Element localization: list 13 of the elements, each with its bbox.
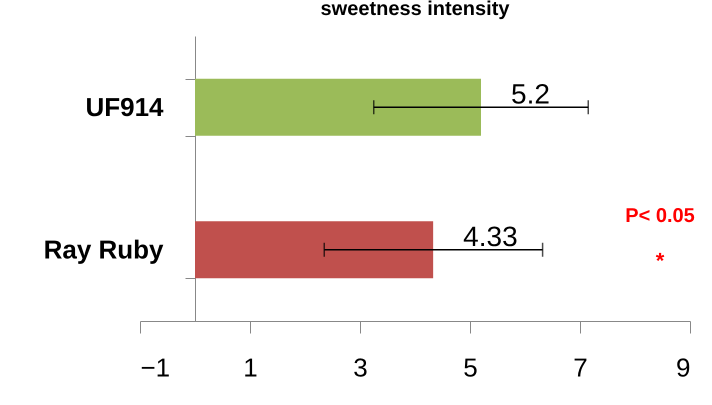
y-tick-label: UF914 bbox=[85, 92, 164, 122]
chart-title: sweetness intensity bbox=[320, 0, 510, 20]
y-tick-label: Ray Ruby bbox=[44, 234, 164, 264]
data-label: 4.33 bbox=[463, 220, 518, 252]
x-tick-label: 1 bbox=[243, 352, 258, 382]
x-tick-label: 7 bbox=[573, 352, 588, 382]
x-tick-label: 5 bbox=[463, 352, 478, 382]
x-tick-label: 9 bbox=[676, 352, 690, 382]
x-tick-label: 3 bbox=[353, 352, 368, 382]
data-label: 5.2 bbox=[511, 78, 550, 110]
x-tick-label: −1 bbox=[140, 352, 170, 382]
annotation: P< 0.05 bbox=[625, 205, 695, 227]
annotation: * bbox=[656, 248, 665, 273]
